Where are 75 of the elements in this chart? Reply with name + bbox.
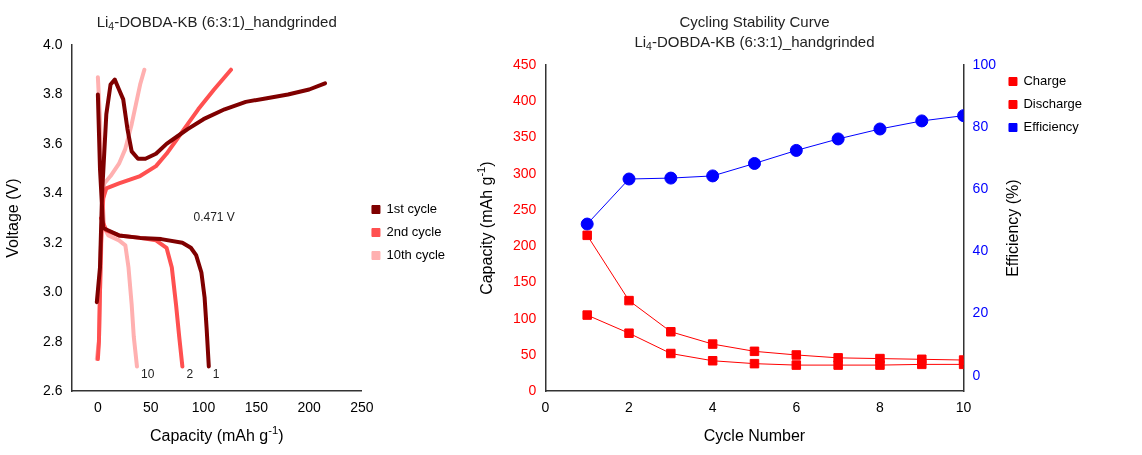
y-tick-label: 3.8 <box>42 85 63 102</box>
y-tick-label: 250 <box>513 200 537 217</box>
point <box>582 230 592 241</box>
legend-label: Efficiency <box>1023 119 1080 135</box>
x-tick-label: 250 <box>350 399 374 416</box>
point <box>747 156 761 170</box>
legend-label: 1st cycle <box>386 201 438 217</box>
point <box>833 353 843 363</box>
y2-tick-label: 20 <box>972 304 989 321</box>
y2-tick-label: 80 <box>972 117 989 134</box>
point <box>749 346 760 357</box>
y-tick-label: 100 <box>513 309 537 326</box>
point <box>791 350 802 360</box>
y-tick-label: 3.0 <box>42 283 63 300</box>
y-tick-label: 350 <box>513 128 537 145</box>
y-tick-label: 3.2 <box>42 233 63 250</box>
point <box>707 356 718 366</box>
x-tick-label: 10 <box>955 399 972 416</box>
y-tick-label: 2.8 <box>42 332 63 349</box>
x-tick-label: 4 <box>708 399 717 416</box>
y2-tick-label: 40 <box>972 242 989 259</box>
point <box>666 348 676 359</box>
point <box>917 354 927 365</box>
x-axis-title: Cycle Number <box>703 426 806 444</box>
point <box>873 122 887 136</box>
y2-tick-label: 0 <box>972 366 981 383</box>
y-tick-label: 3.6 <box>42 134 63 151</box>
y-tick-label: 200 <box>513 237 537 254</box>
y-tick-label: 400 <box>513 92 537 109</box>
y2-axis-title: Efficiency (%) <box>1004 179 1022 277</box>
point <box>666 327 676 337</box>
legend-label: Charge <box>1023 73 1067 89</box>
legend-label: 2nd cycle <box>386 224 442 240</box>
point <box>624 295 634 306</box>
point <box>706 169 720 183</box>
point <box>789 143 803 157</box>
annotation: 1 <box>212 366 220 381</box>
y-tick-label: 50 <box>520 345 537 362</box>
annotation: 0.471 V <box>193 210 235 225</box>
point <box>622 172 636 186</box>
annotation: 10 <box>140 366 155 381</box>
y-tick-label: 450 <box>513 55 537 72</box>
point <box>664 171 678 185</box>
legend-label: 10th cycle <box>386 247 446 263</box>
point <box>875 353 885 364</box>
y-tick-label: 0 <box>528 382 537 399</box>
y2-tick-label: 60 <box>972 180 989 197</box>
point <box>915 114 929 128</box>
y-tick-label: 2.6 <box>42 382 63 399</box>
point <box>831 132 845 146</box>
x-tick-label: 200 <box>297 399 322 416</box>
y-axis-title: Voltage (V) <box>3 178 21 258</box>
chart-title: Cycling Stability Curve <box>679 13 830 31</box>
legend-label: Discharge <box>1023 96 1083 112</box>
y2-tick-label: 100 <box>972 55 997 72</box>
point <box>707 339 718 349</box>
x-tick-label: 0 <box>93 399 102 416</box>
annotation: 2 <box>186 366 194 381</box>
y-axis-title: Capacity (mAh g-1) <box>474 161 495 295</box>
x-tick-label: 8 <box>876 399 885 416</box>
point <box>749 358 760 369</box>
x-tick-label: 50 <box>142 399 159 416</box>
point <box>582 310 592 320</box>
y-tick-label: 150 <box>513 273 537 290</box>
y-tick-label: 300 <box>513 164 537 181</box>
point <box>624 328 634 338</box>
x-tick-label: 100 <box>191 399 216 416</box>
x-tick-label: 2 <box>625 399 634 416</box>
y-tick-label: 4.0 <box>42 35 63 52</box>
point <box>791 360 802 370</box>
x-tick-label: 150 <box>244 399 269 416</box>
point <box>580 217 594 231</box>
x-tick-label: 6 <box>792 399 801 416</box>
x-tick-label: 0 <box>541 399 550 416</box>
y-tick-label: 3.4 <box>42 184 63 201</box>
